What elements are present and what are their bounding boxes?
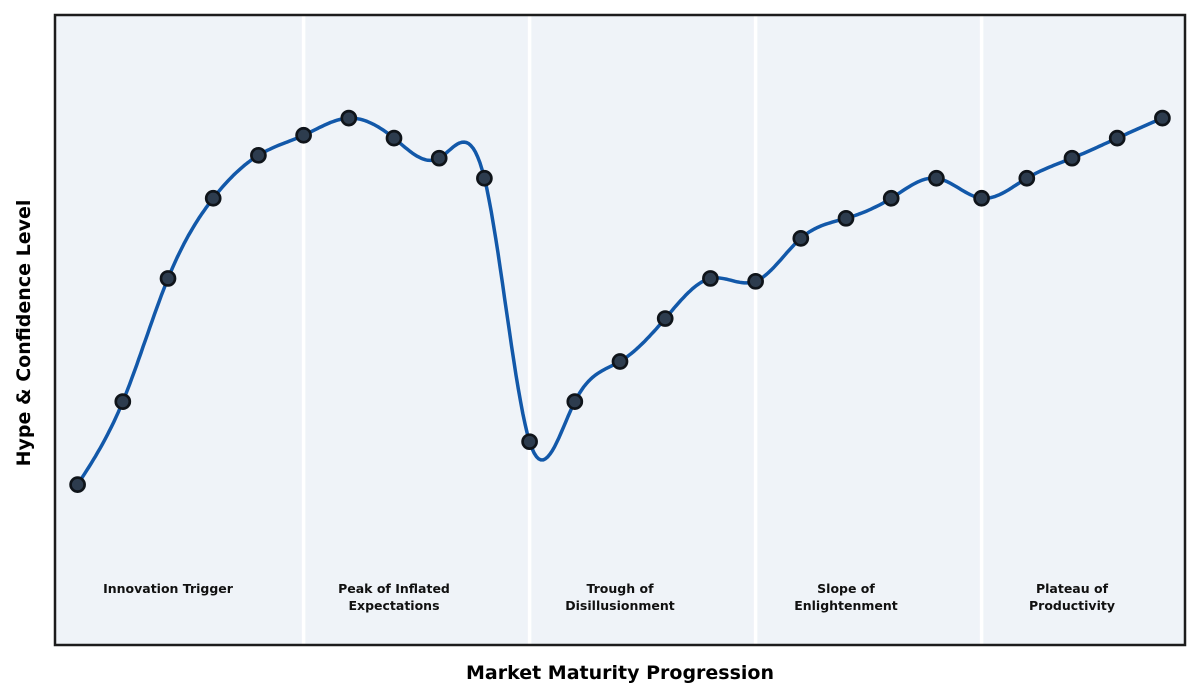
data-point-5 [295,126,312,144]
y-axis-label: Hype & Confidence Level [13,199,35,467]
data-point-20 [973,189,990,207]
data-point-4 [250,146,267,164]
plot-background [55,15,1185,645]
phase-label-trough-of-disillusionment: Trough of Disillusionment [565,581,675,613]
data-point-21 [1018,169,1036,187]
data-point-12 [611,353,629,370]
data-point-19 [928,169,945,187]
data-point-16 [792,230,810,247]
x-axis-label: Market Maturity Progression [465,662,775,684]
data-point-7 [385,129,403,147]
data-point-6 [340,109,358,127]
data-point-8 [430,149,448,167]
data-point-13 [656,310,674,327]
data-point-3 [204,189,222,207]
data-point-11 [566,393,584,410]
phase-label-innovation-trigger: Innovation Trigger [103,581,233,596]
data-point-10 [521,433,538,451]
data-point-14 [702,270,719,287]
phase-label-peak-of-inflated-expectations: Peak of Inflated Expectations [338,581,450,613]
plot-frame [53,13,1187,647]
data-point-9 [476,169,493,187]
data-point-15 [747,272,764,290]
data-point-17 [837,209,855,227]
data-point-2 [159,270,177,287]
data-point-23 [1108,129,1126,147]
data-point-24 [1154,109,1171,127]
data-point-18 [882,189,900,207]
phase-label-slope-of-enlightenment: Slope of Enlightenment [794,581,898,613]
data-point-1 [114,393,132,410]
data-point-22 [1063,149,1081,167]
data-point-0 [69,476,86,493]
phase-label-plateau-of-productivity: Plateau of Productivity [1029,581,1115,613]
